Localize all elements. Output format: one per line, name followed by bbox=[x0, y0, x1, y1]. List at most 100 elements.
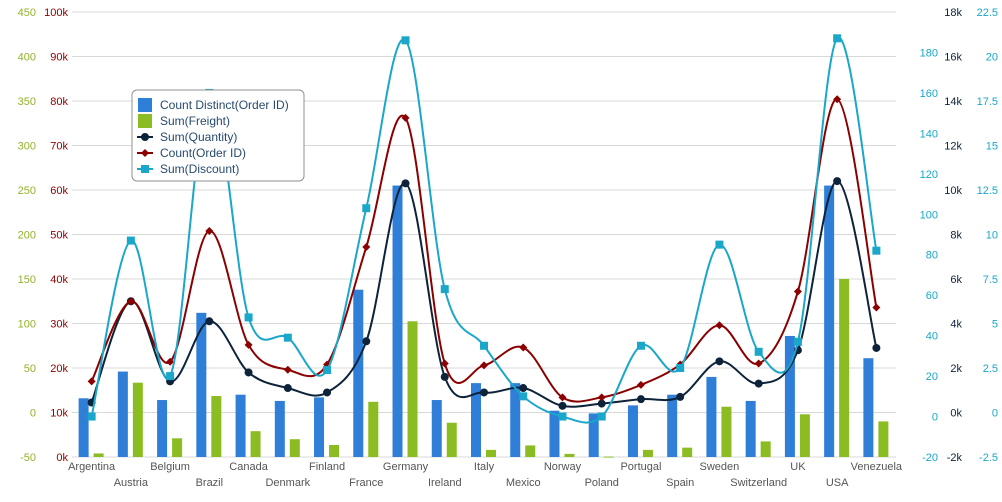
bar[interactable] bbox=[274, 400, 285, 457]
point-marker[interactable] bbox=[519, 343, 528, 352]
legend-item[interactable]: Sum(Freight) bbox=[138, 114, 230, 128]
point-marker[interactable] bbox=[401, 179, 410, 188]
bar[interactable] bbox=[486, 449, 496, 457]
point-marker[interactable] bbox=[166, 372, 175, 381]
point-marker[interactable] bbox=[244, 368, 253, 377]
point-marker[interactable] bbox=[362, 204, 371, 213]
legend-item[interactable]: Count(Order ID) bbox=[137, 146, 246, 160]
bar[interactable] bbox=[289, 439, 300, 457]
bar[interactable] bbox=[682, 447, 693, 457]
bar[interactable] bbox=[250, 431, 261, 457]
bar[interactable] bbox=[446, 422, 457, 457]
point-marker[interactable] bbox=[793, 337, 802, 346]
point-marker[interactable] bbox=[283, 384, 292, 393]
bar[interactable] bbox=[667, 394, 678, 457]
point-marker[interactable] bbox=[872, 246, 881, 255]
point-marker[interactable] bbox=[87, 412, 96, 421]
point-marker[interactable] bbox=[715, 321, 724, 330]
point-marker[interactable] bbox=[754, 359, 763, 368]
point-marker[interactable] bbox=[597, 412, 606, 421]
point-marker[interactable] bbox=[872, 303, 881, 312]
bar[interactable] bbox=[799, 414, 810, 457]
point-marker[interactable] bbox=[440, 285, 449, 294]
bar[interactable] bbox=[117, 371, 128, 457]
point-marker[interactable] bbox=[126, 297, 135, 306]
bar[interactable] bbox=[368, 401, 379, 457]
bar[interactable] bbox=[78, 398, 89, 457]
bar[interactable] bbox=[745, 400, 756, 457]
point-marker[interactable] bbox=[283, 365, 292, 374]
bar[interactable] bbox=[839, 279, 850, 457]
point-marker[interactable] bbox=[205, 317, 214, 326]
point-marker[interactable] bbox=[401, 113, 410, 122]
bar[interactable] bbox=[157, 400, 168, 457]
point-marker[interactable] bbox=[636, 395, 645, 404]
point-marker[interactable] bbox=[793, 287, 802, 296]
bar[interactable] bbox=[407, 321, 418, 457]
point-marker[interactable] bbox=[401, 36, 410, 45]
point-marker[interactable] bbox=[519, 392, 528, 401]
bar[interactable] bbox=[627, 405, 638, 457]
bar[interactable] bbox=[353, 289, 364, 457]
point-marker[interactable] bbox=[715, 357, 724, 366]
point-marker[interactable] bbox=[636, 341, 645, 350]
bar[interactable] bbox=[525, 445, 536, 457]
point-marker[interactable] bbox=[833, 177, 842, 186]
point-marker[interactable] bbox=[323, 388, 332, 397]
bar[interactable] bbox=[564, 453, 575, 457]
point-marker[interactable] bbox=[558, 401, 567, 410]
point-marker[interactable] bbox=[754, 347, 763, 356]
bar[interactable] bbox=[642, 449, 653, 457]
point-marker[interactable] bbox=[636, 380, 645, 389]
bar[interactable] bbox=[196, 312, 207, 457]
bar[interactable] bbox=[235, 394, 246, 457]
bar[interactable] bbox=[329, 444, 340, 457]
bar[interactable] bbox=[878, 421, 889, 457]
point-marker[interactable] bbox=[440, 359, 449, 368]
point-marker[interactable] bbox=[480, 388, 488, 397]
bar[interactable] bbox=[760, 441, 771, 457]
point-marker[interactable] bbox=[872, 343, 881, 352]
point-marker[interactable] bbox=[676, 364, 685, 372]
legend-item[interactable]: Count Distinct(Order ID) bbox=[138, 98, 289, 112]
bar[interactable] bbox=[784, 335, 795, 457]
point-marker[interactable] bbox=[362, 337, 371, 346]
bar[interactable] bbox=[721, 406, 732, 457]
bar[interactable] bbox=[211, 396, 222, 457]
bar[interactable] bbox=[132, 382, 143, 457]
bar[interactable] bbox=[603, 456, 614, 458]
bar[interactable] bbox=[824, 185, 835, 458]
point-marker[interactable] bbox=[323, 366, 332, 375]
point-marker[interactable] bbox=[519, 384, 528, 393]
point-marker[interactable] bbox=[833, 95, 842, 104]
point-marker[interactable] bbox=[833, 34, 842, 43]
point-marker[interactable] bbox=[440, 372, 449, 381]
bar[interactable] bbox=[392, 185, 403, 458]
point-marker[interactable] bbox=[754, 379, 763, 388]
point-marker[interactable] bbox=[362, 242, 371, 251]
bar[interactable] bbox=[588, 413, 599, 457]
bar[interactable] bbox=[510, 383, 521, 457]
point-marker[interactable] bbox=[166, 357, 175, 366]
point-marker[interactable] bbox=[87, 377, 96, 386]
bar[interactable] bbox=[314, 397, 325, 457]
point-marker[interactable] bbox=[676, 392, 685, 401]
point-marker[interactable] bbox=[244, 313, 253, 322]
bar[interactable] bbox=[863, 358, 874, 457]
bar[interactable] bbox=[431, 400, 442, 457]
point-marker[interactable] bbox=[715, 240, 724, 249]
legend[interactable]: Count Distinct(Order ID) Sum(Freight) Sum(… bbox=[131, 89, 305, 182]
point-marker[interactable] bbox=[480, 341, 488, 350]
bar[interactable] bbox=[706, 376, 717, 457]
point-marker[interactable] bbox=[126, 236, 135, 245]
bar[interactable] bbox=[93, 453, 104, 457]
point-marker[interactable] bbox=[244, 340, 253, 349]
bar[interactable] bbox=[549, 410, 560, 457]
point-marker[interactable] bbox=[597, 393, 606, 402]
point-marker[interactable] bbox=[480, 361, 488, 370]
legend-item[interactable]: Sum(Discount) bbox=[137, 162, 239, 176]
point-marker[interactable] bbox=[558, 412, 567, 421]
point-marker[interactable] bbox=[283, 333, 292, 342]
bar[interactable] bbox=[471, 383, 481, 457]
bar[interactable] bbox=[172, 438, 183, 457]
